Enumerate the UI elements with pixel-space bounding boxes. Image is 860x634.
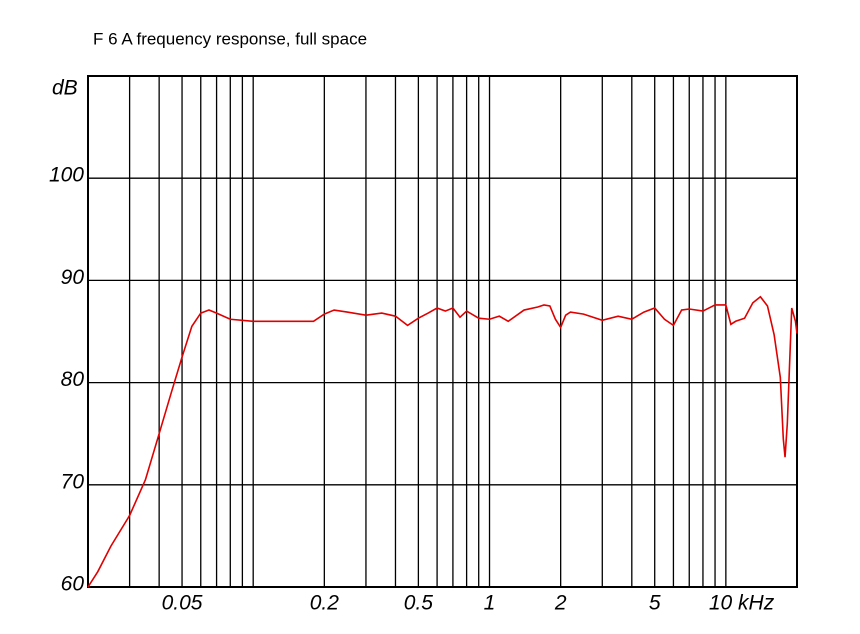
- x-tick-label: 5: [649, 592, 661, 615]
- x-tick-label: 10 kHz: [709, 592, 775, 615]
- y-tick-label: 80: [61, 368, 85, 391]
- plot-frame: [87, 75, 798, 588]
- x-tick-label: 0.2: [310, 592, 340, 615]
- response-line: [87, 295, 798, 588]
- y-tick-label: 60: [61, 573, 85, 596]
- x-tick-label: 0.5: [404, 592, 434, 615]
- x-tick-label: 0.05: [162, 592, 203, 615]
- y-tick-label: 90: [61, 266, 85, 289]
- y-axis-label: dB: [52, 77, 78, 100]
- x-tick-label: 2: [554, 592, 567, 615]
- y-tick-label: 100: [49, 164, 84, 187]
- x-tick-label: 1: [484, 592, 496, 615]
- y-tick-label: 70: [61, 470, 85, 493]
- chart-title: F 6 A frequency response, full space: [93, 29, 367, 48]
